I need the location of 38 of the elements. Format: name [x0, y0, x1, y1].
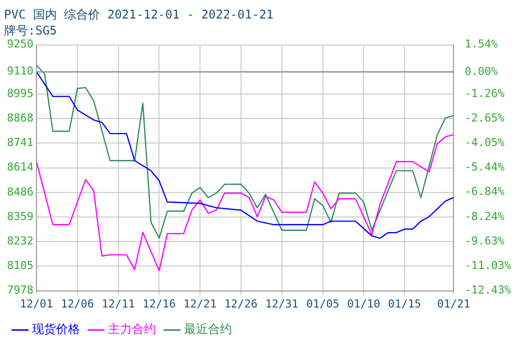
y2-tick-label: -1.26%: [464, 86, 505, 100]
chart-subtitle: 牌号:SG5: [4, 24, 57, 38]
x-tick-label: 01/21: [437, 297, 470, 310]
x-tick-label: 12/21: [184, 297, 217, 310]
y2-tick-label: -6.84%: [464, 185, 505, 198]
y2-tick-label: 0.00%: [464, 64, 498, 78]
x-tick-label: 12/11: [102, 297, 135, 310]
legend-label: 现货价格: [32, 322, 80, 336]
y-tick-label: 8232: [6, 234, 34, 248]
y-tick-label: 8359: [6, 210, 34, 223]
legend-label: 最近合约: [184, 322, 232, 336]
y2-tick-label: -11.03%: [464, 259, 512, 272]
x-tick-label: 01/05: [306, 297, 340, 310]
legend-label: 主力合约: [108, 322, 156, 336]
y2-tick-label: -5.44%: [464, 160, 505, 174]
y-tick-label: 8741: [6, 136, 34, 150]
y-tick-label: 8486: [6, 185, 34, 198]
chart-title: PVC 国内 综合价 2021-12-01 - 2022-01-21: [4, 7, 274, 22]
y-tick-label: 9250: [6, 38, 34, 51]
y-tick-label: 9110: [6, 64, 34, 78]
x-tick-label: 12/31: [265, 297, 298, 310]
x-tick-label: 12/01: [20, 297, 54, 310]
x-tick-label: 12/26: [224, 297, 258, 310]
y2-tick-label: -2.65%: [464, 111, 505, 124]
y2-tick-label: 1.54%: [464, 38, 498, 51]
y2-tick-label: -8.24%: [464, 210, 505, 223]
x-tick-label: 12/16: [142, 297, 176, 310]
y-tick-label: 8995: [6, 86, 34, 100]
y-tick-label: 7978: [6, 284, 34, 297]
y2-tick-label: -9.63%: [464, 234, 505, 248]
x-tick-label: 12/06: [60, 297, 94, 310]
x-tick-label: 01/15: [388, 297, 422, 310]
y-tick-label: 8868: [6, 112, 34, 125]
x-tick-label: 01/10: [347, 297, 380, 310]
y2-tick-label: -12.43%: [464, 284, 512, 297]
y-tick-label: 8105: [6, 259, 34, 272]
y2-tick-label: -4.05%: [464, 136, 505, 150]
y-tick-label: 8614: [6, 160, 34, 174]
